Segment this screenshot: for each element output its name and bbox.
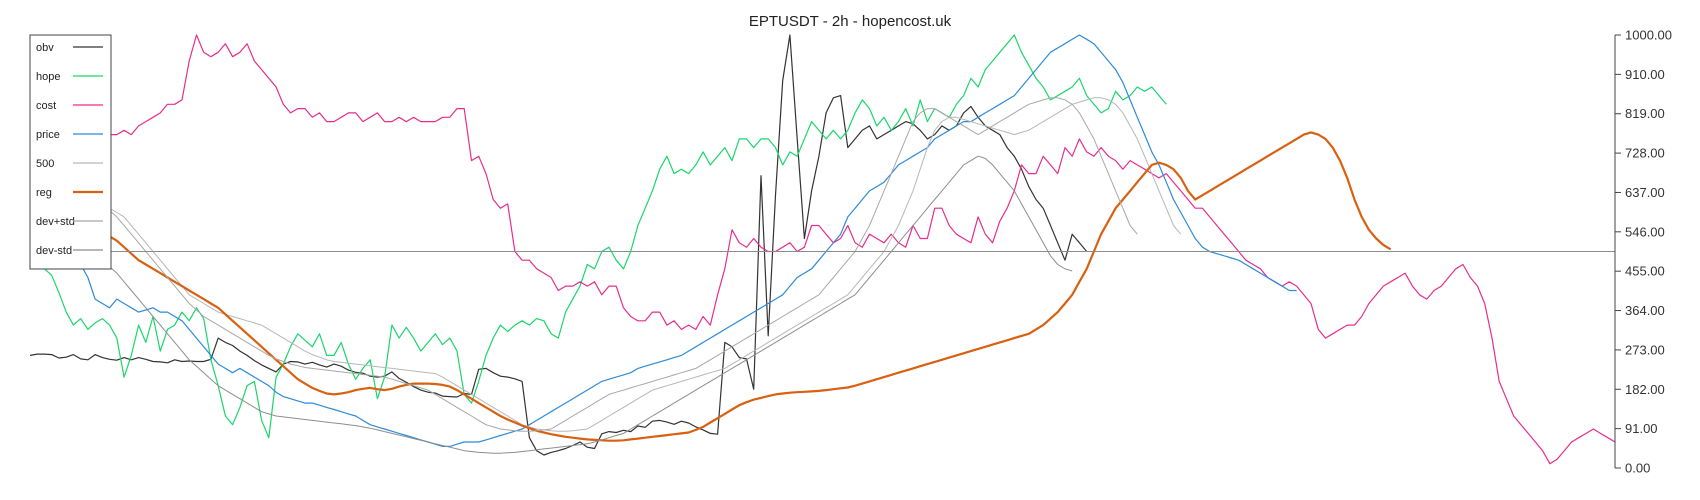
y-tick-label: 364.00 bbox=[1625, 303, 1665, 318]
legend-label: dev-std bbox=[36, 245, 72, 257]
legend-box bbox=[29, 34, 112, 270]
legend-label: reg bbox=[36, 187, 52, 199]
series-line-price bbox=[29, 34, 1297, 447]
legend-label: obv bbox=[36, 42, 54, 54]
legend-label: hope bbox=[36, 71, 60, 83]
series-line-cost bbox=[29, 34, 1616, 465]
legend-label: cost bbox=[36, 100, 56, 112]
legend-label: dev+std bbox=[36, 216, 75, 228]
y-tick-label: 637.00 bbox=[1625, 185, 1665, 200]
legend-label: price bbox=[36, 129, 60, 141]
series-line-500 bbox=[102, 97, 1182, 432]
y-tick-label: 546.00 bbox=[1625, 224, 1665, 239]
y-tick-label: 819.00 bbox=[1625, 106, 1665, 121]
series-line-reg bbox=[101, 131, 1392, 442]
y-tick-label: 182.00 bbox=[1625, 382, 1665, 397]
series-line-hope bbox=[29, 34, 1167, 439]
y-tick-label: 0.00 bbox=[1625, 461, 1650, 476]
y-tick-label: 1000.00 bbox=[1625, 28, 1672, 43]
legend: obv hope cost price 500 reg dev+std dev-std bbox=[29, 34, 112, 270]
y-axis: 1000.00 910.00 819.00 728.00 637.00 546.00 455… bbox=[1614, 28, 1672, 476]
legend-label: 500 bbox=[36, 158, 54, 170]
y-tick-label: 91.00 bbox=[1625, 421, 1658, 436]
y-tick-label: 273.00 bbox=[1625, 342, 1665, 357]
y-tick-label: 910.00 bbox=[1625, 67, 1665, 82]
y-tick-label: 728.00 bbox=[1625, 146, 1665, 161]
y-tick-label: 455.00 bbox=[1625, 264, 1665, 279]
series-layer bbox=[29, 34, 1616, 465]
series-line-obv bbox=[29, 34, 1088, 456]
series-line-dev-std bbox=[102, 97, 1138, 432]
series-line-dev-std bbox=[102, 155, 1073, 454]
chart-title: EPTUSDT - 2h - hopencost.uk bbox=[749, 13, 952, 30]
